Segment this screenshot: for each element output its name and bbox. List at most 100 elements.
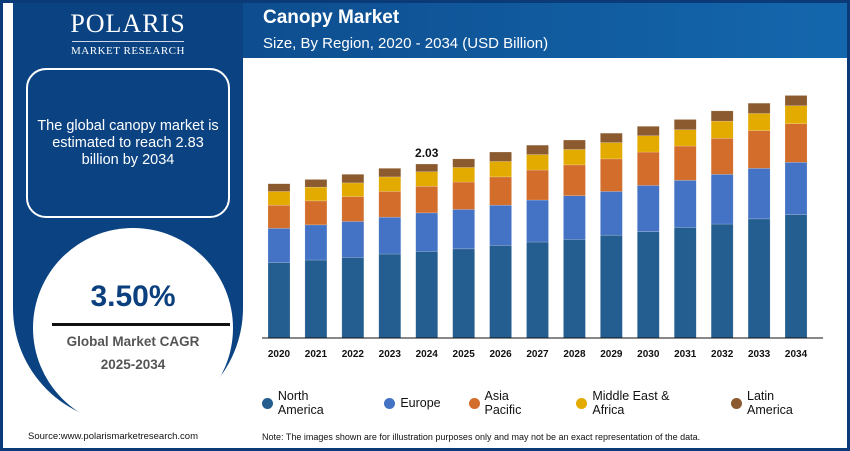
bar-2029-latin-america: [600, 132, 623, 143]
x-tick-2032: 2032: [711, 349, 734, 360]
bar-2027-latin-america: [526, 144, 549, 155]
legend-item-north-america: North America: [262, 389, 356, 417]
bar-2031-north-america: [673, 227, 697, 339]
bar-2023-europe: [378, 216, 402, 255]
bar-2020-asia-pacific: [267, 204, 291, 229]
market-estimate-text: The global canopy market is estimated to…: [37, 117, 219, 168]
x-tick-2020: 2020: [268, 349, 291, 360]
bar-2025-asia-pacific: [452, 181, 475, 210]
bar-2025-north-america: [452, 248, 475, 339]
legend-dot-icon: [262, 397, 273, 409]
legend-label: North America: [277, 389, 324, 417]
bar-2022-north-america: [341, 257, 365, 339]
bar-2020-latin-america: [267, 183, 291, 192]
x-tick-2025: 2025: [453, 349, 476, 360]
logo-divider: [72, 41, 184, 42]
bar-2024-middle-east-africa: [415, 171, 438, 187]
legend-label: Middle East & Africa: [592, 389, 670, 417]
bar-2028-europe: [563, 195, 586, 240]
bar-2033-north-america: [747, 218, 771, 339]
left-panel: POLARIS MARKET RESEARCH The global canop…: [13, 3, 243, 428]
bar-2029-europe: [600, 191, 623, 236]
bar-2032-north-america: [710, 223, 734, 339]
bar-2027-north-america: [526, 241, 549, 339]
bar-2028-latin-america: [563, 139, 586, 150]
bar-2033-latin-america: [747, 102, 771, 114]
bar-2034-middle-east-africa: [784, 105, 808, 124]
bar-2021-middle-east-africa: [304, 186, 328, 202]
bar-2032-europe: [710, 174, 734, 225]
bar-2031-middle-east-africa: [673, 129, 697, 147]
x-tick-2034: 2034: [785, 349, 808, 360]
bar-2027-asia-pacific: [526, 169, 549, 201]
legend-dot-icon: [468, 397, 480, 409]
bar-2022-middle-east-africa: [341, 182, 365, 197]
disclaimer-note: Note: The images shown are for illustrat…: [262, 432, 701, 442]
chart-legend: North America Europe Asia Pacific Middle Ea…: [262, 389, 850, 417]
legend-label: Asia Pacific: [484, 389, 522, 417]
x-tick-2033: 2033: [748, 349, 771, 360]
market-estimate-box: The global canopy market is estimated to…: [26, 68, 230, 218]
bar-2022-latin-america: [341, 174, 365, 184]
bar-2024-latin-america: [415, 163, 438, 172]
bar-2024-north-america: [415, 251, 438, 339]
bar-2032-asia-pacific: [710, 138, 734, 175]
bar-2025-europe: [452, 209, 475, 250]
legend-label: Europe: [400, 396, 441, 410]
x-tick-2030: 2030: [637, 349, 660, 360]
bar-2021-asia-pacific: [304, 200, 328, 226]
cagr-label: Global Market CAGR: [66, 334, 200, 349]
cagr-value: 3.50%: [90, 280, 176, 313]
cagr-label-block: Global Market CAGR 2025-2034: [33, 330, 233, 376]
bar-2030-middle-east-africa: [637, 135, 660, 153]
bar-2032-latin-america: [710, 110, 734, 122]
bar-2024-asia-pacific: [415, 186, 438, 214]
logo-tagline: MARKET RESEARCH: [71, 45, 185, 57]
bar-2027-middle-east-africa: [526, 154, 549, 171]
polaris-logo: POLARIS MARKET RESEARCH: [13, 9, 243, 57]
bar-2033-asia-pacific: [747, 130, 771, 169]
bar-2031-asia-pacific: [673, 145, 697, 181]
legend-dot-icon: [731, 397, 743, 409]
bar-2020-north-america: [267, 262, 291, 339]
bar-2020-middle-east-africa: [267, 191, 291, 206]
cagr-circle: 3.50% Global Market CAGR 2025-2034: [33, 228, 233, 428]
bar-2029-north-america: [600, 234, 623, 339]
bar-2031-latin-america: [673, 119, 697, 130]
bar-2028-middle-east-africa: [563, 149, 586, 166]
x-tick-2023: 2023: [379, 349, 402, 360]
legend-item-middle-east-africa: Middle East & Africa: [576, 389, 703, 417]
bar-2030-latin-america: [637, 126, 660, 136]
bar-2031-europe: [673, 180, 697, 228]
x-tick-2031: 2031: [674, 349, 697, 360]
bar-2034-north-america: [784, 214, 808, 339]
bar-2030-north-america: [637, 231, 660, 339]
bar-2027-europe: [526, 199, 549, 243]
bar-2029-middle-east-africa: [600, 142, 623, 160]
x-tick-2026: 2026: [489, 349, 512, 360]
x-tick-2029: 2029: [600, 349, 623, 360]
bar-2028-north-america: [563, 239, 586, 339]
bar-2033-middle-east-africa: [747, 113, 771, 131]
bar-2023-north-america: [378, 253, 402, 339]
bar-2028-asia-pacific: [563, 164, 586, 196]
chart-title: Canopy Market: [263, 7, 400, 28]
bar-2026-asia-pacific: [489, 176, 512, 206]
legend-dot-icon: [384, 397, 396, 409]
x-tick-2021: 2021: [305, 349, 328, 360]
data-label-2024: 2.03: [415, 146, 439, 160]
bar-2023-middle-east-africa: [378, 176, 402, 192]
bar-2033-europe: [747, 168, 771, 220]
x-tick-2024: 2024: [416, 349, 439, 360]
bar-2026-europe: [489, 204, 512, 246]
bar-2021-europe: [304, 224, 328, 261]
legend-item-latin-america: Latin America: [731, 389, 822, 417]
logo-name: POLARIS: [70, 9, 186, 38]
bar-2030-asia-pacific: [637, 151, 660, 186]
bar-2023-asia-pacific: [378, 191, 402, 218]
legend-item-europe: Europe: [384, 389, 441, 417]
bar-2025-middle-east-africa: [452, 167, 475, 183]
legend-dot-icon: [576, 397, 588, 409]
legend-label: Latin America: [747, 389, 793, 417]
